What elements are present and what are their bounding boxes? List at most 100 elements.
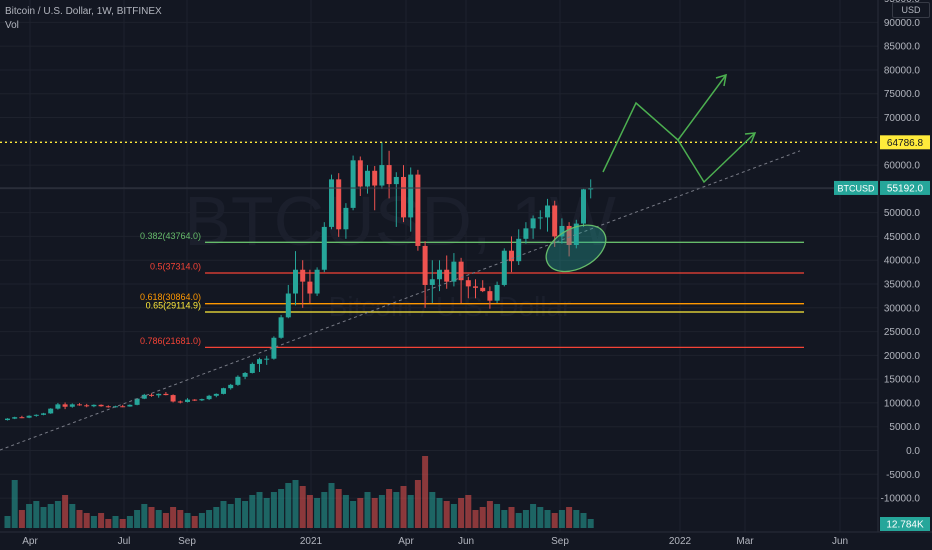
volume-bar <box>407 495 414 528</box>
volume-bar <box>501 510 508 528</box>
volume-bar <box>422 456 429 528</box>
candle-body <box>365 170 370 187</box>
x-tick-label: 2021 <box>300 536 323 547</box>
y-tick-label: 40000.0 <box>884 256 921 267</box>
volume-bar <box>364 492 371 528</box>
volume-bar <box>292 480 299 528</box>
x-tick-label: 2022 <box>669 536 692 547</box>
watermark: BTCUSD, 1W Bitcoin / U.S. Dollar <box>184 182 616 322</box>
volume-bar <box>537 507 544 528</box>
candle-body <box>307 281 313 294</box>
volume-bar <box>26 504 33 528</box>
high-price-badge <box>880 135 930 150</box>
candle-body <box>509 250 514 262</box>
volume-indicator-label[interactable]: Vol <box>5 20 19 31</box>
x-tick-label: Apr <box>22 536 38 547</box>
volume-bar <box>170 507 177 528</box>
chart-header: Bitcoin / U.S. Dollar, 1W, BITFINEX Vol <box>5 5 162 33</box>
candle-body <box>321 226 327 270</box>
candle-body <box>278 317 284 338</box>
volume-bar <box>350 501 357 528</box>
candle-body <box>285 293 291 318</box>
candle-body <box>429 279 435 285</box>
y-tick-label: 60000.0 <box>884 161 921 172</box>
volume-bar <box>429 492 436 528</box>
drawings <box>0 73 878 451</box>
candle-body <box>141 394 147 399</box>
volume-bar <box>227 504 234 528</box>
volume-bar <box>11 480 18 528</box>
candle-body <box>271 337 277 359</box>
volume-bar <box>220 501 227 528</box>
candle-body <box>55 404 61 409</box>
x-tick-label: Jul <box>118 536 131 547</box>
candle-body <box>588 187 594 190</box>
volume-bar <box>249 495 256 528</box>
volume-bar <box>263 498 270 528</box>
fib-label: 0.65(29114.9) <box>146 301 201 311</box>
symbol-title[interactable]: Bitcoin / U.S. Dollar, 1W, BITFINEX <box>5 6 162 17</box>
watermark-name: Bitcoin / U.S. Dollar <box>329 291 572 322</box>
candle-body <box>228 384 234 389</box>
candle-body <box>552 205 558 237</box>
candle-body <box>537 217 543 219</box>
candle-body <box>300 269 306 282</box>
candle-body <box>329 179 334 227</box>
volume-bar <box>126 516 133 528</box>
candle-body <box>235 376 241 385</box>
symbol-badge <box>834 180 878 195</box>
volume-bar <box>299 486 306 528</box>
candle-body <box>98 404 104 407</box>
volume-bar <box>494 504 501 528</box>
projection-path-alt <box>677 132 756 184</box>
candle-body <box>249 363 255 373</box>
candle-body <box>386 165 392 185</box>
volume-bar <box>83 513 90 528</box>
candle-body <box>530 218 536 229</box>
y-tick-label: 80000.0 <box>884 65 921 76</box>
volume-bar <box>134 510 141 528</box>
candle-body <box>293 269 298 294</box>
candle-body <box>573 223 579 245</box>
volume-bar <box>256 492 263 528</box>
candle-body <box>357 160 363 187</box>
x-tick-label: Jun <box>458 536 474 547</box>
x-tick-label: Jun <box>832 536 848 547</box>
volume-bar <box>270 492 277 528</box>
candle-body <box>242 372 248 377</box>
volume-bar <box>551 513 558 528</box>
y-tick-label: 50000.0 <box>884 208 921 219</box>
candle-body <box>545 205 550 218</box>
volume-bar <box>62 495 69 528</box>
candle-body <box>127 404 133 407</box>
volume-bar <box>321 492 328 528</box>
volume-bar <box>76 510 83 528</box>
currency-label[interactable]: USD <box>892 2 930 18</box>
candle-body <box>372 170 378 186</box>
volume-bar <box>54 501 61 528</box>
candle-body <box>26 415 32 418</box>
candle-body <box>199 399 205 401</box>
y-tick-label: 85000.0 <box>884 42 921 53</box>
fib-label: 0.618(30864.0) <box>140 292 201 302</box>
price-axis[interactable]: 95000.090000.085000.080000.075000.070000… <box>834 0 930 532</box>
y-tick-label: 45000.0 <box>884 232 921 243</box>
fib-label: 0.5(37314.0) <box>150 261 201 271</box>
volume-bar <box>112 516 119 528</box>
volume-bar <box>141 504 148 528</box>
volume-bar <box>148 507 155 528</box>
volume-last-label: 12.784K <box>886 520 924 531</box>
candle-body <box>84 405 90 407</box>
candle-body <box>379 165 385 186</box>
time-axis[interactable]: Apr Jul Sep 2021 Apr Jun Sep 2022 Mar Jun <box>0 531 932 547</box>
volume-bar <box>357 498 364 528</box>
volume-bar <box>558 510 565 528</box>
y-tick-label: 20000.0 <box>884 351 921 362</box>
candle-body <box>185 399 190 402</box>
candle-body <box>401 176 406 218</box>
volume-bar <box>414 480 421 528</box>
volume-bar <box>573 510 580 528</box>
volume-bar <box>98 513 105 528</box>
volume-bar <box>530 504 537 528</box>
